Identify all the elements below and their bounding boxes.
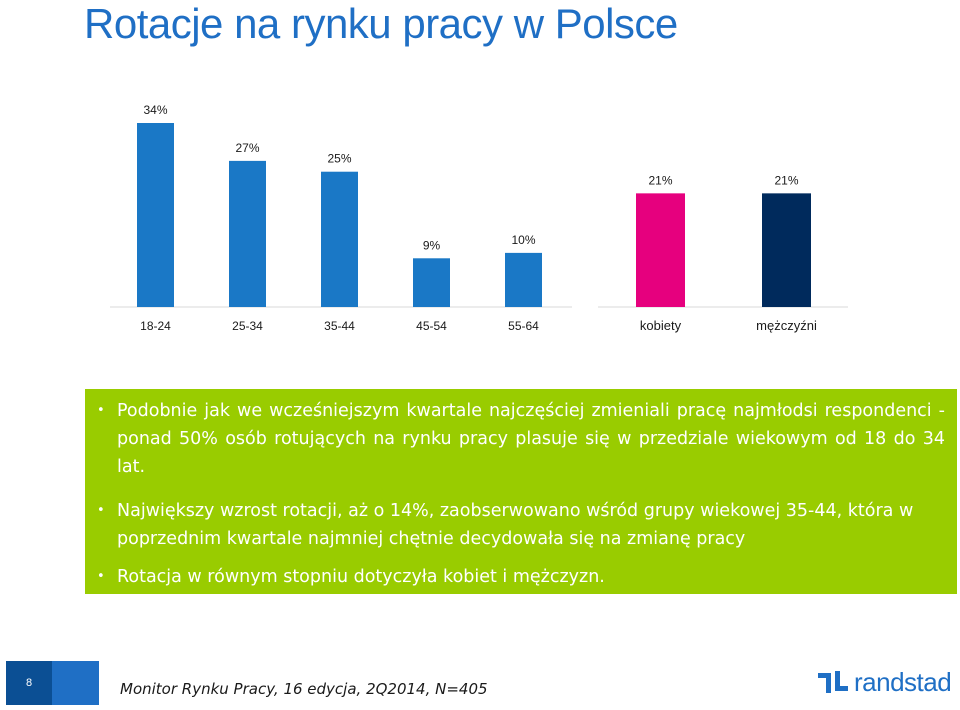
bar-chart: 34% 18-24 27% 25-34 25% 35-44 9% 45-54 10% 55-64 2…	[110, 103, 848, 333]
bar-55-64	[505, 252, 542, 307]
bullet-item-1: • Podobnie jak we wcześniejszym kwartale…	[97, 397, 945, 481]
bar-35-44	[321, 171, 358, 307]
bullet-item-2: • Największy wzrost rotacji, aż o 14%, z…	[97, 497, 945, 553]
bar-mężczyźni	[762, 193, 811, 307]
data-label-25-34: 27%	[235, 141, 259, 155]
summary-box: • Podobnie jak we wcześniejszym kwartale…	[85, 389, 957, 594]
bullet-dot: •	[97, 403, 105, 418]
category-label-45-54: 45-54	[416, 319, 447, 333]
category-label-18-24: 18-24	[140, 319, 171, 333]
logo-text: randstad	[854, 666, 952, 697]
page-number: 8	[6, 661, 52, 705]
randstad-logo: randstad	[818, 664, 952, 700]
bar-45-54	[413, 258, 450, 307]
bullet-dot: •	[97, 503, 105, 518]
bullet-text-1: Podobnie jak we wcześniejszym kwartale n…	[117, 401, 945, 477]
category-label-mężczyźni: mężczyźni	[756, 318, 817, 333]
category-label-55-64: 55-64	[508, 319, 539, 333]
data-label-55-64: 10%	[511, 233, 535, 247]
page-number-block: 8	[6, 661, 99, 705]
data-label-18-24: 34%	[143, 103, 167, 117]
data-label-kobiety: 21%	[648, 173, 672, 187]
footer-source: Monitor Rynku Pracy, 16 edycja, 2Q2014, …	[120, 680, 488, 698]
bar-18-24	[137, 123, 174, 307]
category-label-35-44: 35-44	[324, 319, 355, 333]
bullet-text-3: Rotacja w równym stopniu dotyczyła kobie…	[117, 567, 605, 587]
bar-25-34	[229, 160, 266, 307]
category-label-kobiety: kobiety	[640, 318, 682, 333]
slide-title: Rotacje na rynku pracy w Polsce	[84, 0, 678, 47]
bullet-item-3: • Rotacja w równym stopniu dotyczyła kob…	[97, 563, 945, 591]
randstad-logo-mark-icon	[818, 671, 848, 693]
data-label-45-54: 9%	[423, 238, 441, 252]
category-label-25-34: 25-34	[232, 319, 263, 333]
bullet-text-2: Największy wzrost rotacji, aż o 14%, zao…	[117, 501, 914, 549]
data-label-mężczyźni: 21%	[774, 173, 798, 187]
bullet-dot: •	[97, 569, 105, 584]
data-label-35-44: 25%	[327, 152, 351, 166]
bar-kobiety	[636, 193, 685, 307]
